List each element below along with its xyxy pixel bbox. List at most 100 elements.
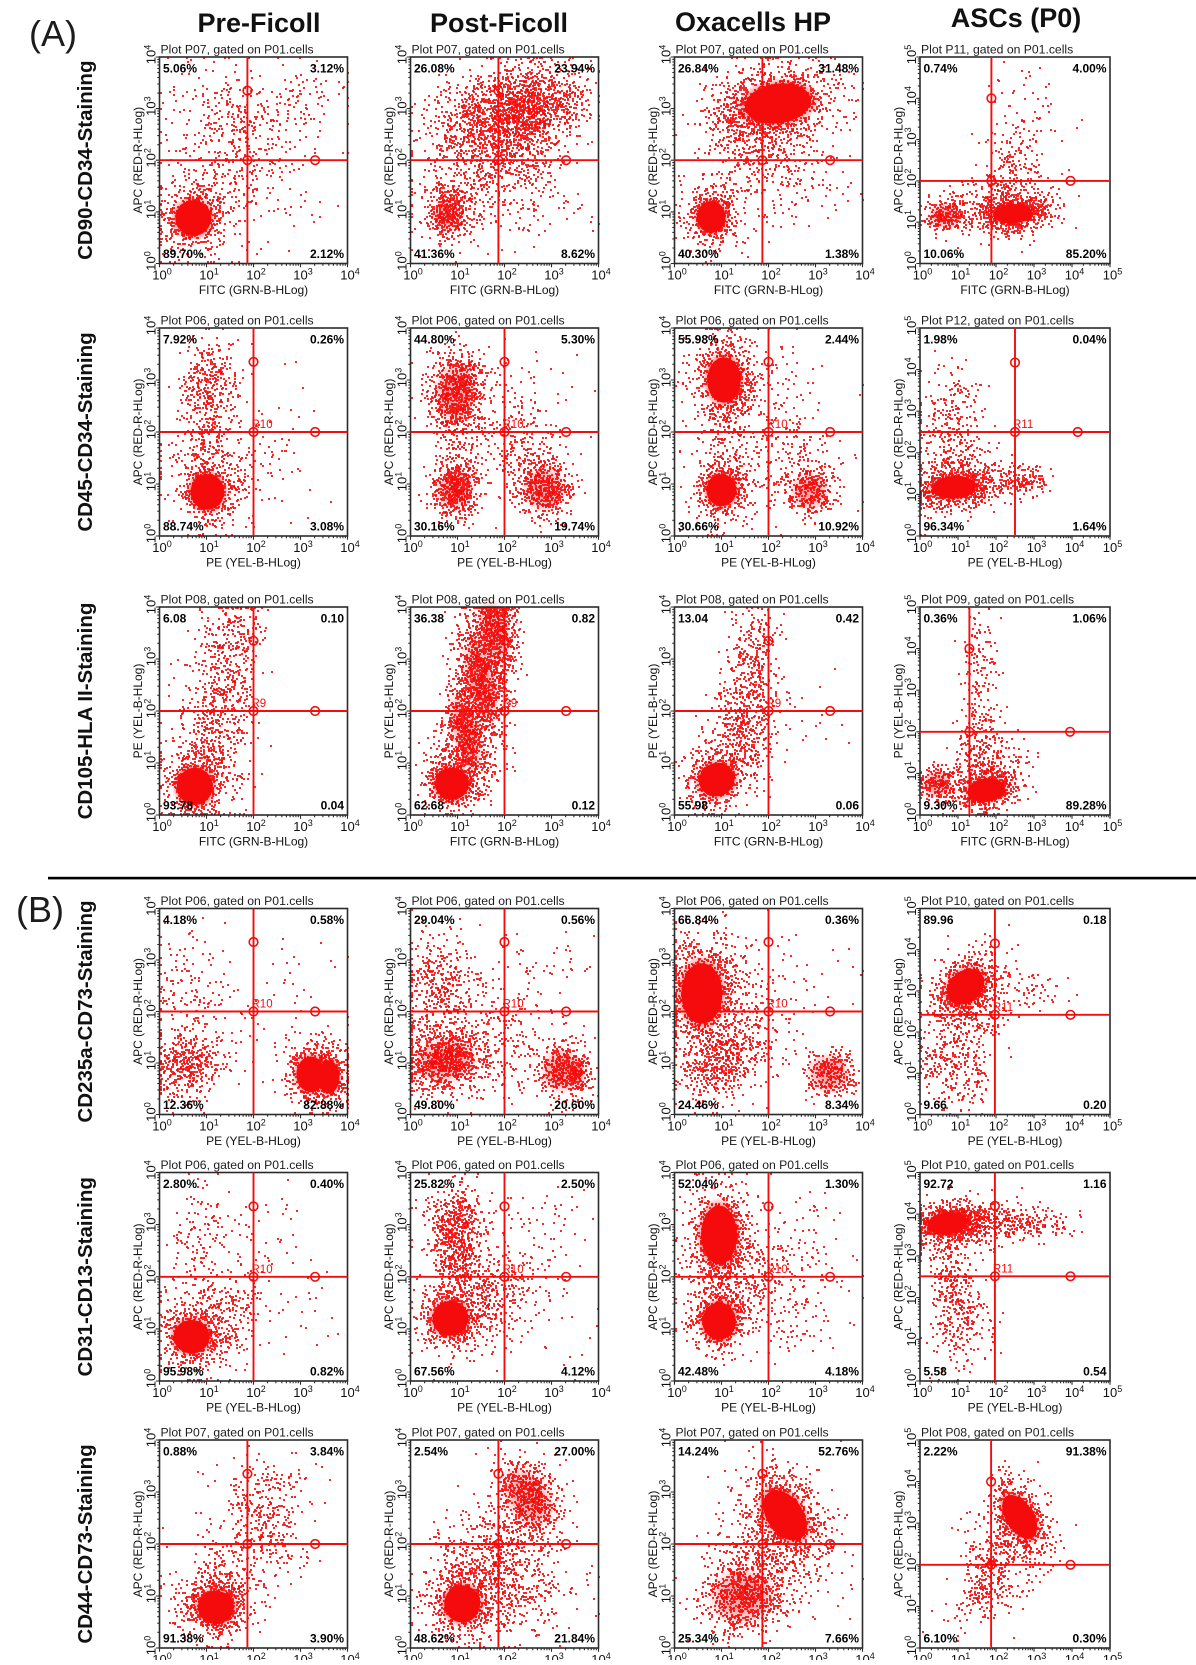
svg-text:FITC (GRN-B-HLog): FITC (GRN-B-HLog) bbox=[960, 835, 1069, 849]
svg-text:CD235a-CD73-Staining: CD235a-CD73-Staining bbox=[74, 900, 97, 1122]
svg-text:9.30%: 9.30% bbox=[924, 799, 958, 813]
svg-text:APC (RED-R-HLog): APC (RED-R-HLog) bbox=[131, 107, 145, 214]
svg-text:100: 100 bbox=[667, 1651, 686, 1660]
svg-text:APC (RED-R-HLog): APC (RED-R-HLog) bbox=[892, 958, 906, 1065]
svg-text:31.48%: 31.48% bbox=[818, 62, 859, 76]
svg-text:25.82%: 25.82% bbox=[414, 1177, 455, 1191]
svg-text:104: 104 bbox=[340, 1651, 359, 1660]
svg-text:105: 105 bbox=[1103, 1651, 1122, 1660]
svg-text:FITC (GRN-B-HLog): FITC (GRN-B-HLog) bbox=[960, 283, 1069, 297]
svg-text:21.84%: 21.84% bbox=[554, 1632, 595, 1646]
svg-text:Plot P06, gated on P01.cells: Plot P06, gated on P01.cells bbox=[412, 314, 565, 328]
svg-text:Plot P07, gated on P01.cells: Plot P07, gated on P01.cells bbox=[412, 43, 565, 57]
svg-text:FITC (GRN-B-HLog): FITC (GRN-B-HLog) bbox=[714, 835, 823, 849]
svg-text:3.08%: 3.08% bbox=[310, 520, 344, 534]
svg-text:FITC (GRN-B-HLog): FITC (GRN-B-HLog) bbox=[714, 283, 823, 297]
svg-text:93.78: 93.78 bbox=[163, 799, 193, 813]
svg-text:91.38%: 91.38% bbox=[163, 1632, 204, 1646]
svg-text:2.80%: 2.80% bbox=[163, 1177, 197, 1191]
svg-text:0.10: 0.10 bbox=[321, 612, 345, 626]
svg-text:0.54: 0.54 bbox=[1083, 1365, 1107, 1379]
svg-text:R11: R11 bbox=[993, 1002, 1013, 1014]
svg-text:27.00%: 27.00% bbox=[554, 1445, 595, 1459]
svg-text:62.68: 62.68 bbox=[414, 799, 444, 813]
svg-text:(A): (A) bbox=[29, 13, 77, 54]
svg-text:36.38: 36.38 bbox=[414, 612, 444, 626]
svg-text:APC (RED-R-HLog): APC (RED-R-HLog) bbox=[646, 107, 660, 214]
svg-text:5.30%: 5.30% bbox=[561, 333, 595, 347]
svg-text:PE (YEL-B-HLog): PE (YEL-B-HLog) bbox=[968, 556, 1063, 570]
svg-text:PE (YEL-B-HLog): PE (YEL-B-HLog) bbox=[382, 664, 396, 759]
svg-text:PE (YEL-B-HLog): PE (YEL-B-HLog) bbox=[131, 664, 145, 759]
svg-text:30.16%: 30.16% bbox=[414, 520, 455, 534]
svg-text:Plot P06, gated on P01.cells: Plot P06, gated on P01.cells bbox=[161, 1158, 314, 1172]
svg-text:20.60%: 20.60% bbox=[554, 1098, 595, 1112]
svg-text:APC (RED-R-HLog): APC (RED-R-HLog) bbox=[646, 1491, 660, 1598]
svg-text:Plot P07, gated on P01.cells: Plot P07, gated on P01.cells bbox=[676, 1426, 829, 1440]
svg-text:55.98: 55.98 bbox=[678, 799, 708, 813]
svg-text:APC (RED-R-HLog): APC (RED-R-HLog) bbox=[892, 107, 906, 214]
svg-text:APC (RED-R-HLog): APC (RED-R-HLog) bbox=[382, 379, 396, 486]
svg-text:2.50%: 2.50% bbox=[561, 1177, 595, 1191]
svg-text:66.84%: 66.84% bbox=[678, 913, 719, 927]
svg-text:PE (YEL-B-HLog): PE (YEL-B-HLog) bbox=[457, 1134, 552, 1148]
svg-text:102: 102 bbox=[989, 1651, 1008, 1660]
svg-text:1.30%: 1.30% bbox=[825, 1177, 859, 1191]
svg-text:1.38%: 1.38% bbox=[825, 247, 859, 261]
svg-text:85.20%: 85.20% bbox=[1066, 247, 1107, 261]
svg-text:30.66%: 30.66% bbox=[678, 520, 719, 534]
svg-text:Plot P06, gated on P01.cells: Plot P06, gated on P01.cells bbox=[676, 894, 829, 908]
svg-text:Plot P11, gated on P01.cells: Plot P11, gated on P01.cells bbox=[921, 43, 1073, 57]
svg-text:APC (RED-R-HLog): APC (RED-R-HLog) bbox=[892, 1223, 906, 1330]
svg-text:0.04%: 0.04% bbox=[1072, 333, 1106, 347]
svg-text:6.08: 6.08 bbox=[163, 612, 187, 626]
svg-text:0.18: 0.18 bbox=[1083, 913, 1107, 927]
svg-text:0.36%: 0.36% bbox=[825, 913, 859, 927]
svg-text:100: 100 bbox=[913, 1651, 932, 1660]
svg-text:APC (RED-R-HLog): APC (RED-R-HLog) bbox=[646, 958, 660, 1065]
svg-text:103: 103 bbox=[293, 1651, 312, 1660]
svg-text:4.18%: 4.18% bbox=[825, 1365, 859, 1379]
svg-text:41.36%: 41.36% bbox=[414, 247, 455, 261]
svg-text:55.98%: 55.98% bbox=[678, 333, 719, 347]
svg-text:52.04%: 52.04% bbox=[678, 1177, 719, 1191]
svg-text:19.74%: 19.74% bbox=[554, 520, 595, 534]
svg-text:R11: R11 bbox=[1013, 419, 1033, 431]
svg-text:Plot P07, gated on P01.cells: Plot P07, gated on P01.cells bbox=[412, 1426, 565, 1440]
svg-text:CD45-CD34-Staining: CD45-CD34-Staining bbox=[74, 332, 97, 531]
svg-text:R10: R10 bbox=[503, 1264, 524, 1276]
svg-text:PE (YEL-B-HLog): PE (YEL-B-HLog) bbox=[892, 664, 906, 759]
svg-text:3.90%: 3.90% bbox=[310, 1632, 344, 1646]
svg-text:Plot P08, gated on P01.cells: Plot P08, gated on P01.cells bbox=[412, 593, 565, 607]
svg-text:101: 101 bbox=[199, 1651, 218, 1660]
svg-text:9.66: 9.66 bbox=[924, 1098, 948, 1112]
svg-text:Plot P06, gated on P01.cells: Plot P06, gated on P01.cells bbox=[676, 1158, 829, 1172]
svg-text:APC (RED-R-HLog): APC (RED-R-HLog) bbox=[646, 1223, 660, 1330]
svg-text:48.62%: 48.62% bbox=[414, 1632, 455, 1646]
svg-text:7.66%: 7.66% bbox=[825, 1632, 859, 1646]
svg-text:104: 104 bbox=[1065, 1651, 1084, 1660]
svg-text:89.70%: 89.70% bbox=[163, 247, 204, 261]
svg-text:0.40%: 0.40% bbox=[310, 1177, 344, 1191]
svg-text:R10: R10 bbox=[767, 999, 788, 1011]
svg-text:PE (YEL-B-HLog): PE (YEL-B-HLog) bbox=[721, 1401, 816, 1415]
svg-text:Plot P07, gated on P01.cells: Plot P07, gated on P01.cells bbox=[676, 43, 829, 57]
svg-text:FITC (GRN-B-HLog): FITC (GRN-B-HLog) bbox=[450, 835, 559, 849]
svg-text:Plot P06, gated on P01.cells: Plot P06, gated on P01.cells bbox=[412, 1158, 565, 1172]
svg-text:5.58: 5.58 bbox=[924, 1365, 948, 1379]
svg-text:Plot P06, gated on P01.cells: Plot P06, gated on P01.cells bbox=[161, 314, 314, 328]
svg-text:1.64%: 1.64% bbox=[1072, 520, 1106, 534]
svg-text:7.92%: 7.92% bbox=[163, 333, 197, 347]
svg-text:4.00%: 4.00% bbox=[1072, 62, 1106, 76]
svg-text:Plot P06, gated on P01.cells: Plot P06, gated on P01.cells bbox=[161, 894, 314, 908]
svg-text:1.16: 1.16 bbox=[1083, 1177, 1107, 1191]
svg-text:APC (RED-R-HLog): APC (RED-R-HLog) bbox=[892, 1491, 906, 1598]
svg-text:PE (YEL-B-HLog): PE (YEL-B-HLog) bbox=[721, 1134, 816, 1148]
svg-text:PE (YEL-B-HLog): PE (YEL-B-HLog) bbox=[457, 556, 552, 570]
svg-text:100: 100 bbox=[152, 1651, 171, 1660]
svg-text:12.36%: 12.36% bbox=[163, 1098, 204, 1112]
svg-text:0.06: 0.06 bbox=[836, 799, 860, 813]
svg-text:10.06%: 10.06% bbox=[924, 247, 965, 261]
svg-text:PE (YEL-B-HLog): PE (YEL-B-HLog) bbox=[968, 1134, 1063, 1148]
svg-text:3.12%: 3.12% bbox=[310, 62, 344, 76]
